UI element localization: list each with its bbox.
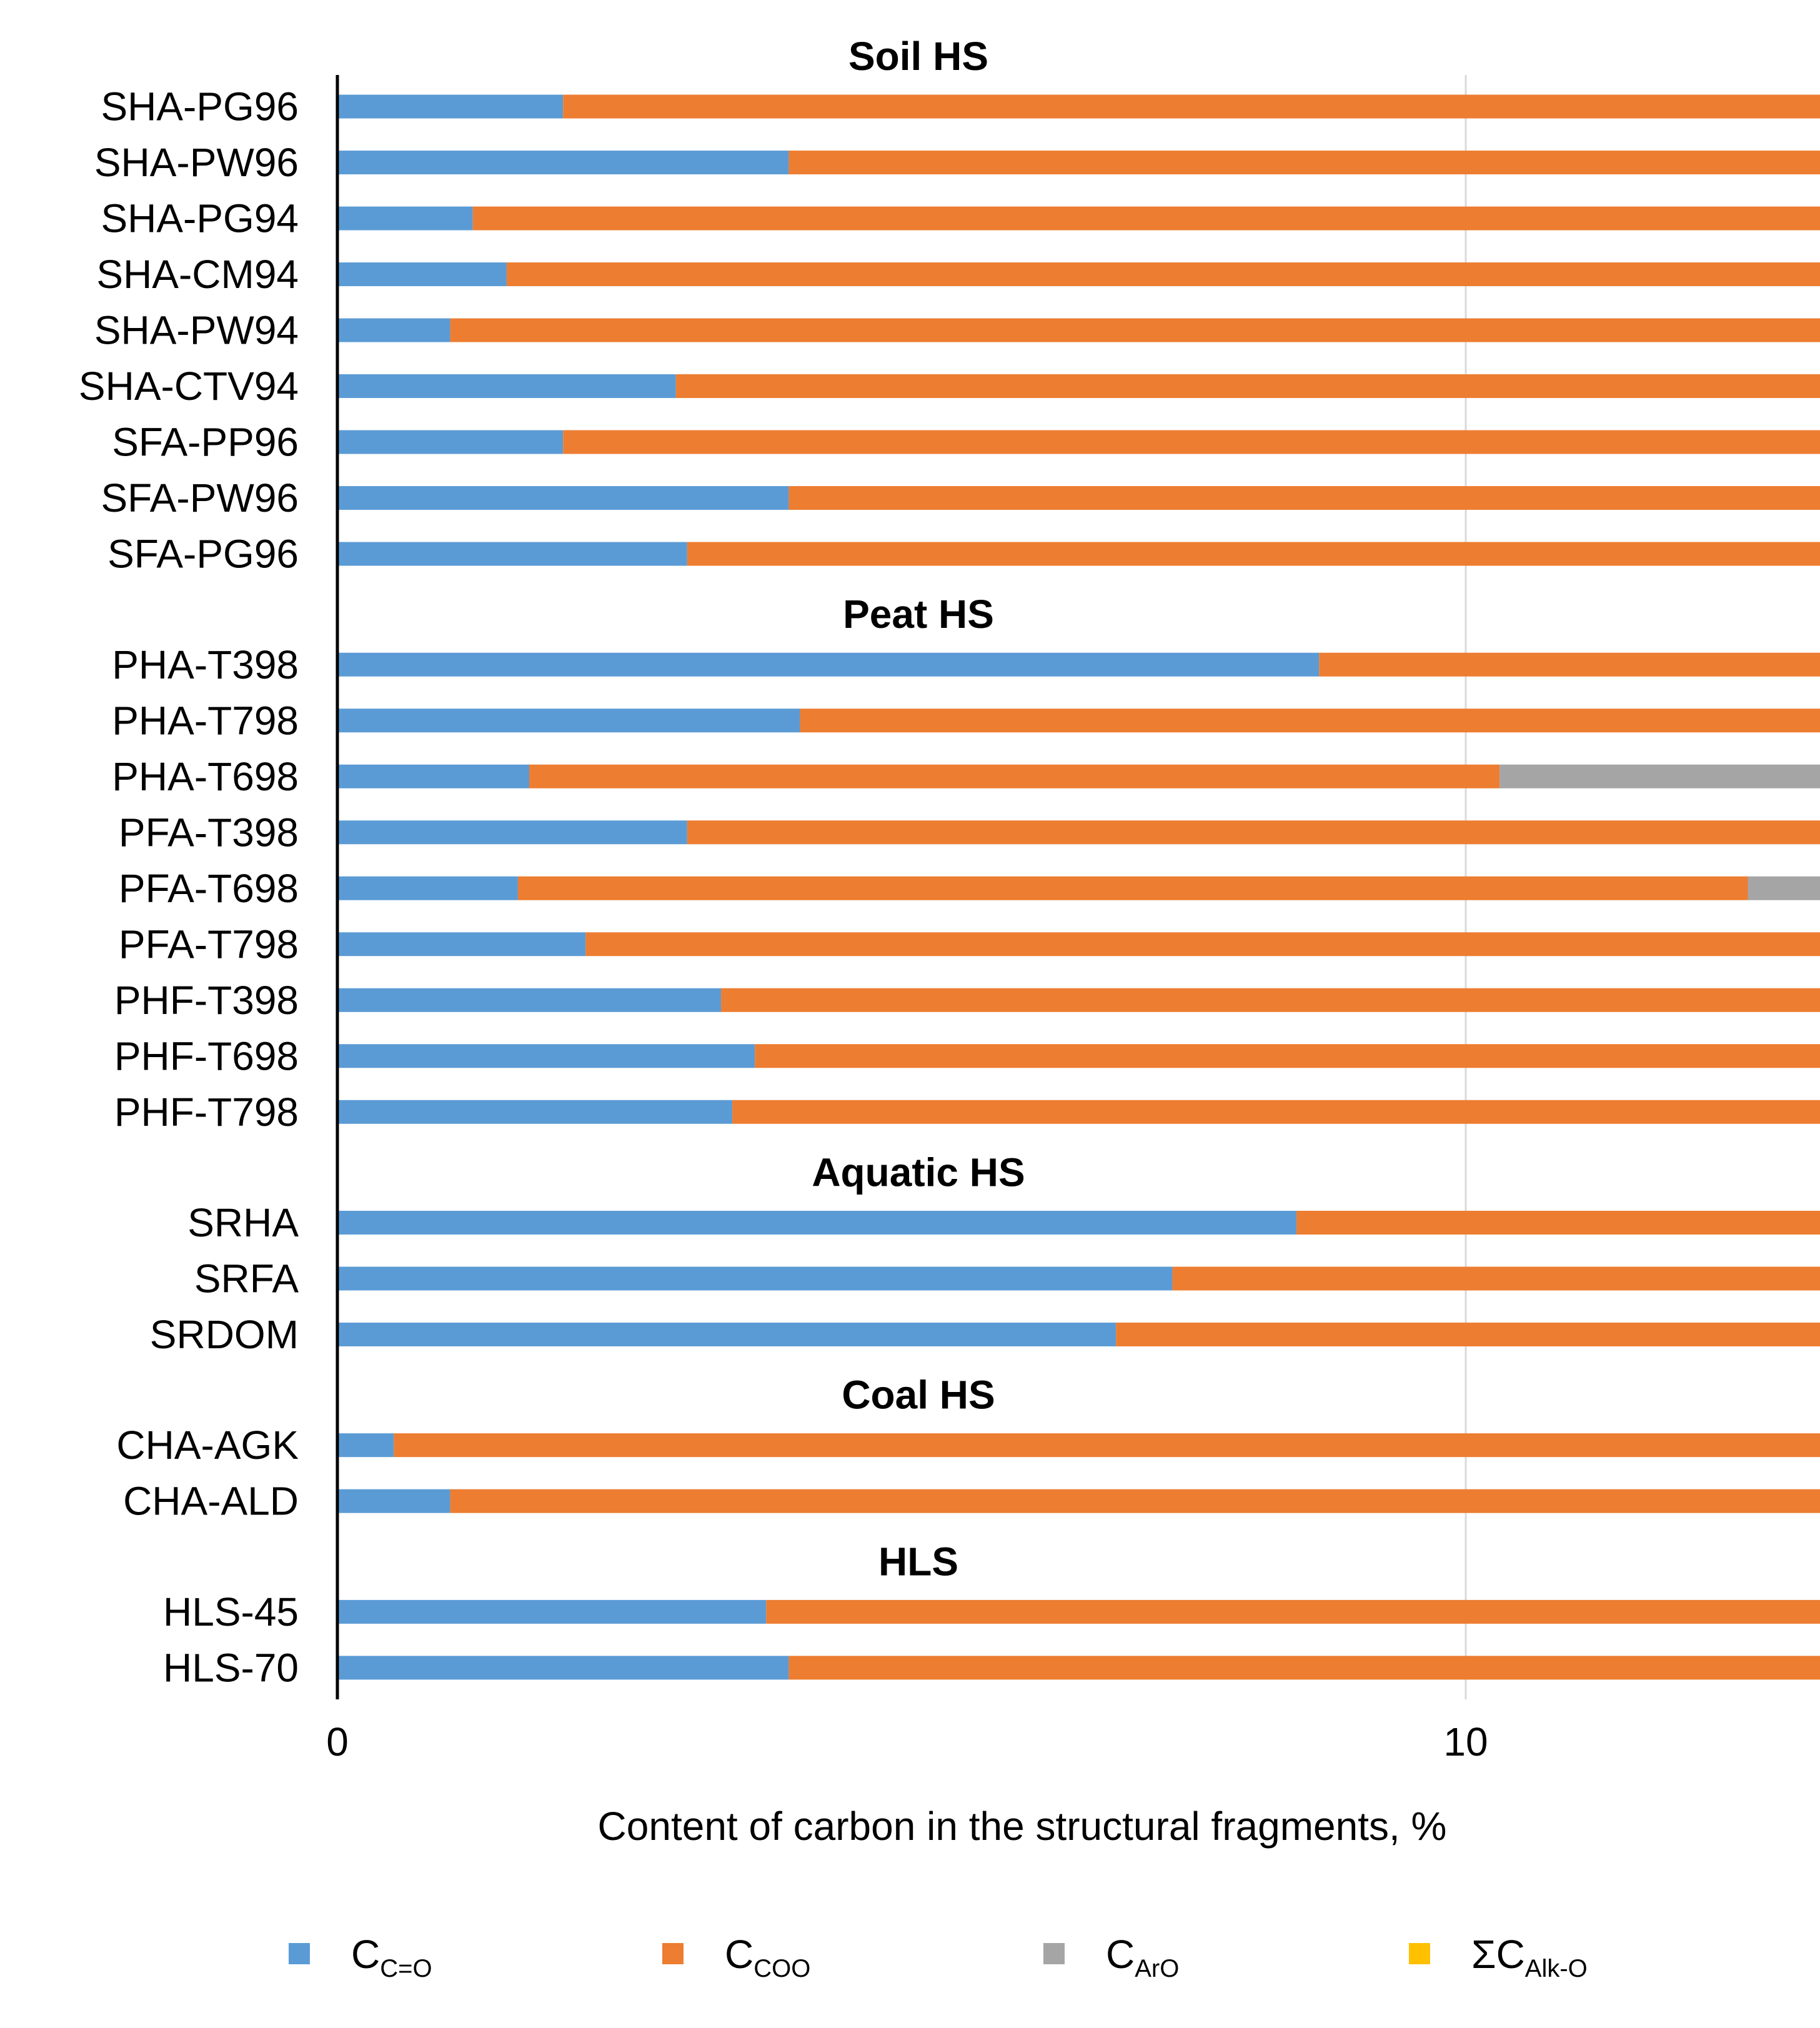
bar-segment	[788, 486, 1820, 510]
bar-segment	[337, 1599, 767, 1624]
bar-segment	[337, 94, 564, 119]
bar-segment	[506, 262, 1820, 287]
bar-segment	[337, 486, 789, 510]
legend-label: CArO	[1106, 1932, 1179, 1982]
category-label: PHF-T798	[114, 1090, 299, 1135]
bar-segment	[337, 1433, 394, 1458]
category-label: SFA-PG96	[107, 532, 299, 577]
bar-segment	[337, 318, 450, 342]
x-axis-label: Content of carbon in the structural frag…	[598, 1804, 1447, 1849]
category-label: HLS-45	[163, 1589, 299, 1634]
legend-swatch	[1409, 1943, 1430, 1964]
bar-segment	[450, 318, 1820, 342]
bar-segment	[337, 1266, 1173, 1291]
bar-segment	[337, 1044, 755, 1068]
bar-segment	[337, 652, 1320, 677]
bar-segment	[337, 932, 586, 957]
bar-segment	[337, 1656, 789, 1680]
category-label: CHA-ALD	[123, 1479, 299, 1524]
bar-segment	[721, 988, 1820, 1012]
group-title: HLS	[878, 1539, 958, 1584]
bar-segment	[337, 1489, 450, 1513]
legend-label: CC=O	[351, 1932, 432, 1982]
bar-segment	[675, 374, 1820, 399]
category-label: PHA-T398	[112, 642, 299, 687]
bar-segment	[337, 820, 687, 845]
category-label: SHA-CTV94	[79, 364, 299, 409]
legend-swatch	[662, 1943, 684, 1964]
category-label: SRDOM	[150, 1312, 299, 1357]
category-label: SHA-PW96	[94, 140, 299, 185]
group-title: Coal HS	[842, 1373, 995, 1418]
bar-segment	[766, 1599, 1820, 1624]
category-label: SRHA	[187, 1200, 299, 1245]
bar-segment	[337, 988, 722, 1012]
bar-segment	[337, 206, 473, 231]
category-label: PFA-T698	[119, 866, 299, 911]
legend: CC=O CCOO CArO ΣCAlk-O	[289, 1932, 1588, 1982]
bar-segment	[563, 94, 1820, 119]
legend-label: CCOO	[725, 1932, 810, 1982]
legend-label: ΣCAlk-O	[1471, 1932, 1588, 1982]
bar-segment	[337, 1210, 1297, 1235]
bar-segment	[1748, 876, 1820, 900]
category-label: HLS-70	[163, 1645, 299, 1690]
group-titles: Soil HS Peat HS Aquatic HS Coal HS HLS	[812, 34, 1025, 1584]
group-title: Peat HS	[843, 592, 994, 637]
bar-segment	[472, 206, 1820, 231]
bar-segment	[450, 1489, 1820, 1513]
category-label: PFA-T798	[119, 922, 299, 967]
bar-segment	[1319, 652, 1820, 677]
bar-segment	[337, 708, 800, 733]
bar-segment	[337, 430, 564, 454]
bar-segment	[337, 374, 676, 399]
bar-segment	[517, 876, 1748, 900]
bar-segment	[585, 932, 1820, 957]
bar-segment	[337, 542, 687, 566]
bar-segment	[563, 430, 1820, 454]
bar-segment	[687, 542, 1820, 566]
bar-segment	[732, 1100, 1820, 1124]
bars	[337, 94, 1820, 1680]
group-title: Aquatic HS	[812, 1150, 1025, 1195]
group-title: Soil HS	[848, 34, 988, 79]
bar-segment	[1172, 1266, 1820, 1291]
category-label: SFA-PW96	[101, 475, 299, 520]
bar-segment	[394, 1433, 1820, 1458]
bar-segment	[788, 151, 1820, 175]
x-tick-label: 0	[326, 1719, 349, 1764]
bar-segment	[337, 262, 507, 287]
category-label: PHF-T698	[114, 1033, 299, 1078]
bar-segment	[337, 1100, 733, 1124]
legend-swatch	[289, 1943, 310, 1964]
category-label: SFA-PP96	[112, 420, 299, 465]
category-label: PFA-T398	[119, 810, 299, 855]
bar-segment	[1116, 1322, 1820, 1346]
bar-segment	[529, 764, 1500, 788]
bar-segment	[1499, 764, 1820, 788]
bar-segment	[337, 151, 789, 175]
bar-segment	[1296, 1210, 1820, 1235]
category-label: CHA-AGK	[116, 1423, 299, 1468]
category-label: PHF-T398	[114, 978, 299, 1023]
category-label: SHA-PG94	[101, 196, 299, 241]
bar-segment	[788, 1656, 1820, 1680]
x-tick-label: 10	[1443, 1719, 1488, 1764]
category-label: SHA-PW94	[94, 308, 299, 353]
category-label: SHA-CM94	[96, 252, 299, 297]
category-label: SHA-PG96	[101, 84, 299, 129]
bar-segment	[755, 1044, 1820, 1068]
bar-segment	[337, 1322, 1116, 1346]
bar-segment	[687, 820, 1820, 845]
bar-segment	[337, 764, 530, 788]
x-tick-labels: 0102030405060	[326, 1719, 1488, 1764]
bar-segment	[800, 708, 1820, 733]
category-labels: SHA-PG96 SHA-PW96 SHA-PG94 SHA-CM94 SHA-PW94…	[79, 84, 299, 1691]
legend-swatch	[1043, 1943, 1065, 1964]
category-label: PHA-T698	[112, 754, 299, 799]
category-label: SRFA	[194, 1256, 299, 1301]
category-label: PHA-T798	[112, 698, 299, 743]
bar-segment	[337, 876, 518, 900]
